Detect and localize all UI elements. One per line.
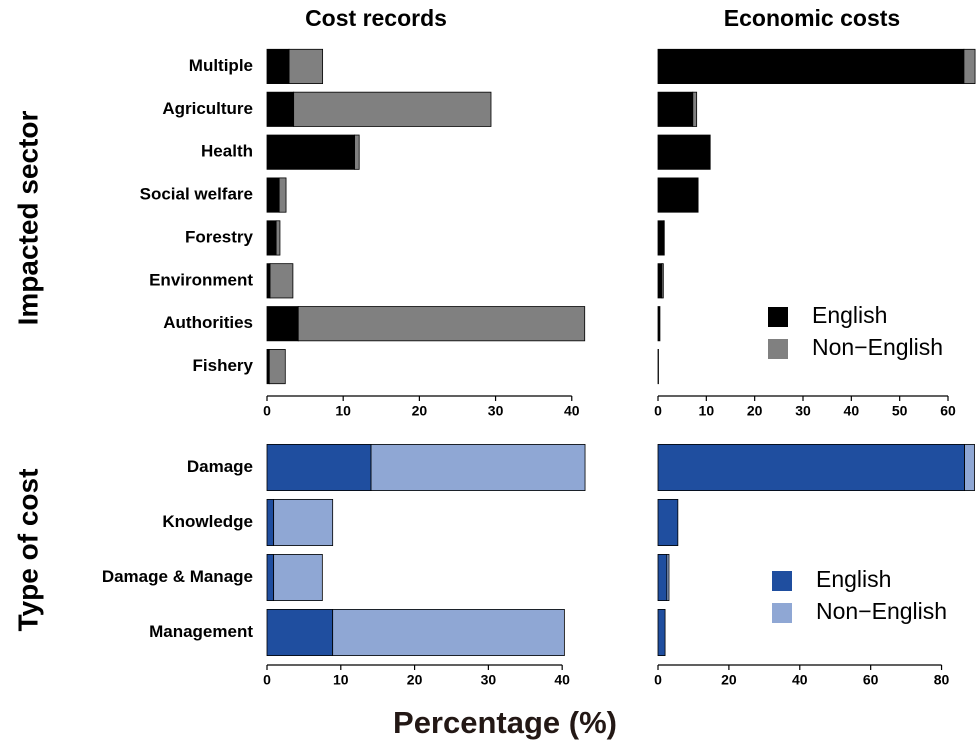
bar-segment <box>266 498 275 546</box>
x-tick-label: 10 <box>335 403 351 419</box>
x-tick-label: 0 <box>263 403 271 419</box>
x-tick-label: 40 <box>564 403 580 419</box>
bar-segment <box>293 91 492 127</box>
legend-swatch <box>772 571 792 591</box>
bar-segment <box>666 554 670 602</box>
bar-segment <box>288 48 324 84</box>
bar-segment <box>269 263 294 299</box>
bar-segment <box>661 263 664 299</box>
bar-segment <box>657 263 663 299</box>
bar-segment <box>268 349 286 385</box>
legend-swatch <box>768 307 788 327</box>
legend-swatch <box>768 339 788 359</box>
bar-segment <box>332 609 565 657</box>
category-label: Fishery <box>193 356 254 375</box>
legend-label: English <box>812 302 887 328</box>
x-tick-label: 10 <box>333 672 349 688</box>
x-tick-label: 20 <box>721 672 737 688</box>
bar-segment <box>963 48 976 84</box>
bar-segment <box>297 306 586 342</box>
category-label: Health <box>201 142 253 161</box>
category-label: Social welfare <box>140 185 253 204</box>
bar-segment <box>266 443 372 491</box>
bar-segment <box>273 554 323 602</box>
x-tick-label: 80 <box>934 672 950 688</box>
bar-segment <box>657 443 965 491</box>
bar-segment <box>266 91 295 127</box>
x-tick-label: 60 <box>863 672 879 688</box>
x-axis-label: Percentage (%) <box>393 705 617 740</box>
bar-segment <box>657 134 711 170</box>
legend-label: Non−English <box>812 334 943 360</box>
column-title: Economic costs <box>724 5 900 31</box>
bar-segment <box>275 220 281 256</box>
x-tick-label: 0 <box>263 672 271 688</box>
x-tick-label: 0 <box>654 403 662 419</box>
row-label: Impacted sector <box>12 111 43 326</box>
category-label: Management <box>149 622 253 641</box>
legend-label: English <box>816 566 891 592</box>
x-tick-label: 40 <box>792 672 808 688</box>
category-label: Agriculture <box>162 99 253 118</box>
category-label: Environment <box>149 270 253 289</box>
row-label: Type of cost <box>12 469 43 632</box>
bar-segment <box>266 306 299 342</box>
bar-segment <box>266 177 280 213</box>
x-tick-label: 20 <box>407 672 423 688</box>
bar-segment <box>354 134 360 170</box>
bar-segment <box>657 306 661 342</box>
bar-segment <box>266 220 277 256</box>
bar-segment <box>266 609 334 657</box>
bar-segment <box>692 91 698 127</box>
category-label: Forestry <box>185 227 254 246</box>
legend-swatch <box>772 603 792 623</box>
bar-segment <box>657 48 965 84</box>
bar-segment <box>657 220 665 256</box>
x-tick-label: 20 <box>412 403 428 419</box>
x-tick-label: 30 <box>795 403 811 419</box>
legend-label: Non−English <box>816 598 947 624</box>
x-tick-label: 40 <box>554 672 570 688</box>
bar-segment <box>657 91 694 127</box>
x-tick-label: 30 <box>481 672 497 688</box>
category-label: Knowledge <box>162 512 253 531</box>
x-tick-label: 10 <box>699 403 715 419</box>
bar-segment <box>266 263 271 299</box>
bar-segment <box>964 443 975 491</box>
category-label: Multiple <box>189 56 253 75</box>
bar-segment <box>370 443 586 491</box>
x-tick-label: 0 <box>654 672 662 688</box>
category-label: Authorities <box>163 313 253 332</box>
column-title: Cost records <box>305 5 447 31</box>
bar-segment <box>266 134 356 170</box>
bar-segment <box>657 177 699 213</box>
category-label: Damage <box>187 457 253 476</box>
bar-segment <box>657 609 666 657</box>
x-tick-label: 40 <box>844 403 860 419</box>
x-tick-label: 20 <box>747 403 763 419</box>
x-tick-label: 60 <box>940 403 956 419</box>
bar-segment <box>657 498 679 546</box>
bar-segment <box>657 554 668 602</box>
x-tick-label: 50 <box>892 403 908 419</box>
x-tick-label: 30 <box>488 403 504 419</box>
bar-segment <box>273 498 334 546</box>
bar-segment <box>278 177 287 213</box>
bar-segment <box>266 554 275 602</box>
bar-segment <box>266 48 290 84</box>
category-label: Damage & Manage <box>102 567 253 586</box>
